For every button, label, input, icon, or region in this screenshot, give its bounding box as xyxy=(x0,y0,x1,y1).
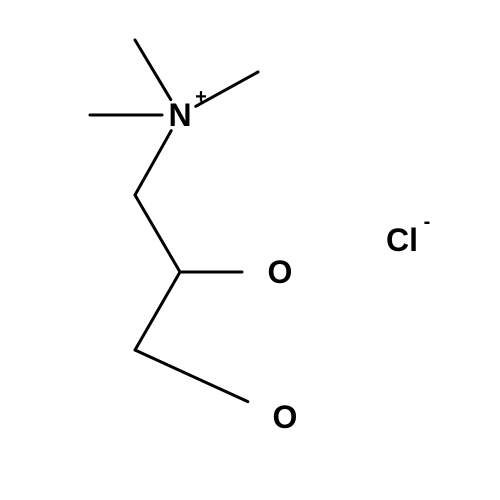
charge-plus: + xyxy=(195,86,207,108)
bond xyxy=(135,131,171,195)
atom-oxygen-bottom: O xyxy=(273,399,298,435)
charge-minus: - xyxy=(424,211,431,233)
bond xyxy=(135,40,171,100)
bonds-group xyxy=(90,40,258,402)
atom-chlorine: Cl xyxy=(386,222,418,258)
atom-nitrogen: N xyxy=(168,97,191,133)
atom-oxygen-right: O xyxy=(268,254,293,290)
bond xyxy=(135,272,180,350)
bond xyxy=(135,350,248,402)
molecule-diagram: N + O O Cl - xyxy=(0,0,500,500)
bond xyxy=(135,195,180,272)
